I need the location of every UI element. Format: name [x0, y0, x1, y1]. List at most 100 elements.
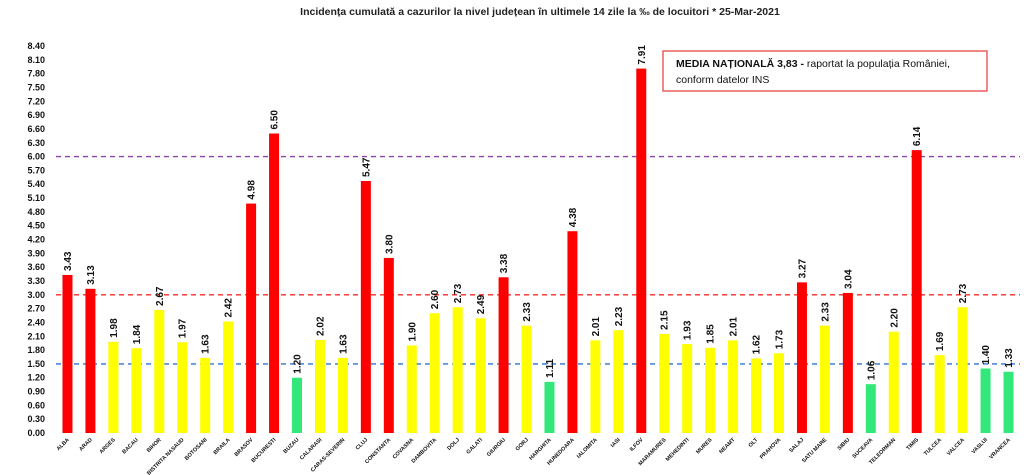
y-tick-label: 3.00: [27, 290, 45, 300]
x-tick-label: NEAMT: [718, 437, 737, 456]
bar: [292, 377, 302, 433]
y-tick-label: 4.50: [27, 221, 45, 231]
bar: [682, 344, 693, 433]
data-label: 1.73: [775, 329, 786, 349]
x-tick-label: ALBA: [56, 437, 71, 452]
data-label: 1.84: [132, 324, 143, 344]
data-label: 6.50: [270, 110, 281, 130]
bar: [888, 331, 899, 433]
data-label: 1.90: [407, 322, 418, 342]
bar: [613, 330, 624, 433]
y-axis: 0.00 0.30 0.60 0.90 1.20 1.50 1.80 2.10 2.40 2.70…: [27, 41, 45, 438]
y-tick-label: 0.00: [27, 428, 45, 438]
data-label: 2.33: [522, 302, 533, 322]
data-label: 4.98: [247, 180, 258, 200]
data-label: 1.63: [338, 334, 349, 354]
data-label: 2.67: [155, 286, 166, 306]
x-tick-label: TIMIS: [906, 437, 921, 452]
data-label: 1.33: [1004, 348, 1015, 368]
x-tick-label: ARAD: [78, 437, 93, 452]
data-label: 3.27: [797, 258, 808, 278]
x-tick-label: SATU MARE: [801, 437, 828, 464]
annotation-line-2: conform datelor INS: [676, 74, 769, 86]
x-tick-label: DOLJ: [446, 437, 461, 452]
bar: [337, 357, 348, 433]
data-label: 2.60: [430, 289, 441, 309]
x-tick-label: BOTOSANI: [184, 437, 209, 462]
bar: [177, 342, 188, 433]
bar: [796, 282, 807, 433]
y-tick-label: 3.30: [27, 276, 45, 286]
y-tick-label: 7.80: [27, 69, 45, 79]
data-label: 2.73: [958, 283, 969, 303]
bar: [567, 231, 578, 433]
y-tick-label: 8.40: [27, 41, 45, 51]
data-label: 3.38: [499, 253, 510, 273]
national-average-annotation: MEDIA NAȚIONALĂ 3,83 - raportat la popul…: [662, 50, 988, 92]
x-tick-label: PRAHOVA: [759, 437, 782, 460]
bar: [957, 307, 968, 433]
x-tick-label: SUCEAVA: [852, 437, 875, 460]
bar: [154, 309, 165, 433]
annotation-line-1: MEDIA NAȚIONALĂ 3,83 - raportat la popul…: [676, 57, 950, 70]
x-tick-label: HARGHITA: [528, 437, 552, 461]
x-tick-label: MURES: [695, 437, 714, 456]
x-tick-label: IASI: [610, 437, 622, 449]
bar: [131, 348, 142, 433]
y-tick-label: 7.20: [27, 96, 45, 106]
y-tick-label: 3.90: [27, 248, 45, 258]
data-label: 1.06: [866, 360, 877, 380]
bar: [544, 381, 555, 433]
data-label: 5.47: [361, 157, 372, 177]
data-label: 1.62: [752, 334, 763, 354]
bar: [636, 68, 647, 433]
x-tick-label: GALATI: [466, 437, 485, 456]
y-tick-label: 4.80: [27, 207, 45, 217]
x-tick-label: ILFOV: [629, 437, 645, 453]
y-tick-label: 5.70: [27, 165, 45, 175]
data-label: 1.85: [706, 324, 717, 344]
bar: [751, 358, 762, 433]
y-tick-label: 6.30: [27, 138, 45, 148]
bar: [705, 347, 716, 433]
bars: [62, 68, 1014, 434]
x-tick-label: TULCEA: [923, 437, 943, 457]
data-label: 1.11: [545, 359, 556, 378]
data-label: 1.97: [178, 318, 189, 338]
value-labels: 3.43 3.13 1.98 1.84 2.67 1.97 1.63 2.42 4.98 6.50…: [63, 45, 1015, 380]
x-tick-label: BUZAU: [283, 437, 301, 455]
bar: [590, 340, 601, 433]
y-tick-label: 6.90: [27, 110, 45, 120]
bar: [475, 318, 486, 433]
data-label: 2.33: [820, 302, 831, 322]
bar: [200, 357, 211, 433]
data-label: 6.14: [912, 126, 923, 146]
x-tick-label: VRANCEA: [988, 437, 1011, 460]
x-tick-label: BRASOV: [234, 437, 255, 458]
x-tick-label: BUCURESTI: [251, 437, 278, 464]
y-tick-label: 2.70: [27, 304, 45, 314]
bar: [406, 345, 417, 433]
bar: [934, 355, 945, 433]
bar: [452, 307, 463, 433]
y-tick-label: 0.90: [27, 387, 45, 397]
y-tick-label: 1.50: [27, 359, 45, 369]
bar: [498, 277, 509, 433]
y-tick-label: 0.60: [27, 400, 45, 410]
y-tick-label: 1.80: [27, 345, 45, 355]
data-label: 1.93: [683, 320, 694, 340]
y-tick-label: 0.30: [27, 414, 45, 424]
x-tick-label: BIHOR: [146, 437, 163, 454]
annotation-box: [662, 50, 988, 92]
data-label: 1.69: [935, 331, 946, 351]
y-tick-label: 8.10: [27, 55, 45, 65]
x-tick-label: MEHEDINTI: [665, 437, 691, 463]
y-tick-label: 6.60: [27, 124, 45, 134]
data-label: 7.91: [637, 45, 648, 65]
y-tick-label: 4.20: [27, 235, 45, 245]
y-tick-label: 7.50: [27, 82, 45, 92]
y-tick-label: 1.20: [27, 373, 45, 383]
chart-title: Incidența cumulată a cazurilor la nivel …: [300, 6, 780, 18]
